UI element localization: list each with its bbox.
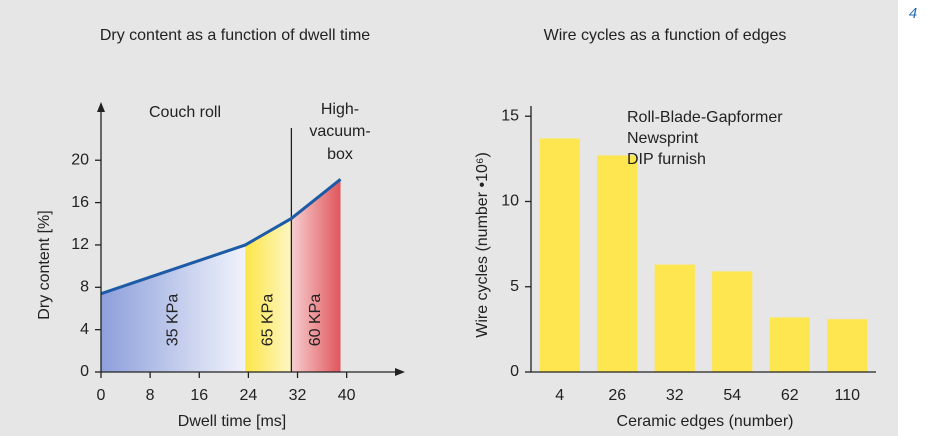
bar: [539, 138, 580, 372]
x-tick-label: 110: [834, 387, 860, 404]
y-tick-label: 0: [80, 363, 89, 380]
x-tick-label: 24: [239, 387, 257, 404]
chart-title: Dry content as a function of dwell time: [100, 27, 370, 44]
bar: [827, 319, 868, 372]
y-tick-label: 20: [71, 151, 89, 168]
annotation: DIP furnish: [627, 151, 706, 168]
x-tick-label: 0: [97, 387, 106, 404]
y-axis-arrow: [97, 102, 105, 112]
annotation: Roll-Blade-Gapformer: [627, 109, 783, 126]
x-tick-label: 26: [608, 387, 626, 404]
annotation: box: [327, 146, 353, 163]
x-tick-label: 62: [781, 387, 799, 404]
annotation: Couch roll: [149, 104, 221, 121]
region-label: 60 KPa: [307, 294, 324, 347]
annotation: vacuum-: [309, 123, 370, 140]
y-tick-label: 0: [510, 363, 519, 380]
y-axis-label: Dry content [%]: [36, 210, 53, 319]
annotation: Newsprint: [627, 130, 699, 147]
x-axis-arrow: [395, 368, 405, 376]
x-axis-label: Dwell time [ms]: [178, 413, 286, 430]
region-label: 65 KPa: [260, 294, 277, 347]
x-tick-label: 8: [146, 387, 155, 404]
y-tick-label: 4: [80, 321, 89, 338]
bar: [654, 264, 695, 372]
bar: [769, 317, 810, 372]
y-tick-label: 8: [80, 279, 89, 296]
x-axis-label: Ceramic edges (number): [617, 413, 794, 430]
bar: [597, 155, 638, 372]
x-tick-label: 54: [723, 387, 741, 404]
x-tick-label: 4: [555, 387, 564, 404]
y-tick-label: 10: [501, 193, 519, 210]
y-tick-label: 12: [71, 236, 89, 253]
annotation: High-: [321, 101, 359, 118]
x-tick-label: 16: [190, 387, 208, 404]
y-tick-label: 15: [501, 107, 519, 124]
y-axis-label: Wire cycles (number •10⁶): [474, 152, 491, 338]
y-tick-label: 16: [71, 194, 89, 211]
x-tick-label: 32: [289, 387, 307, 404]
x-tick-label: 40: [338, 387, 356, 404]
x-tick-label: 32: [666, 387, 684, 404]
chart-title: Wire cycles as a function of edges: [544, 27, 787, 44]
page-number: 4: [909, 5, 917, 22]
y-tick-label: 5: [510, 278, 519, 295]
data-line: [100, 178, 342, 296]
region-label: 35 KPa: [164, 294, 181, 347]
bar: [712, 271, 753, 372]
